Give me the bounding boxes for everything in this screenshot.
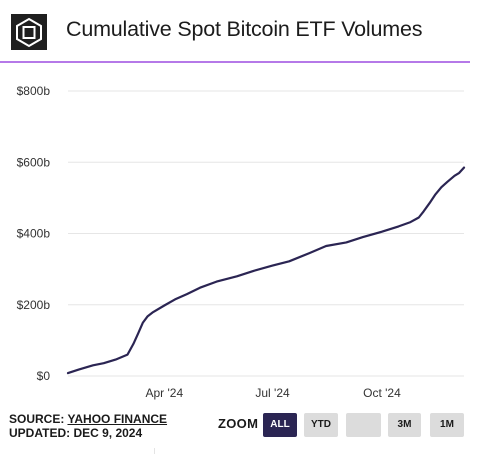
line-chart: $0 $200b $400b $600b $800b Apr '24 Jul '24 Oct… <box>17 84 466 400</box>
y-tick-label: $400b <box>17 227 51 241</box>
zoom-all-button[interactable]: ALL <box>263 413 297 437</box>
zoom-ytd-button[interactable]: YTD <box>304 413 338 437</box>
zoom-3m-button[interactable]: 3M <box>388 413 421 437</box>
y-tick-label: $600b <box>17 155 51 169</box>
title-accent-line <box>0 61 470 63</box>
zoom-label: ZOOM <box>218 416 259 431</box>
series-line <box>66 166 466 375</box>
the-block-cube-logo-icon <box>11 14 47 50</box>
grid-lines <box>68 90 464 377</box>
x-tick-label: Apr '24 <box>145 386 183 400</box>
y-tick-label: $200b <box>17 298 51 312</box>
y-tick-label: $800b <box>17 84 51 98</box>
zoom-blank-button[interactable] <box>346 413 381 437</box>
y-axis-tick-labels: $0 $200b $400b $600b $800b <box>17 84 51 383</box>
source-link[interactable]: YAHOO FINANCE <box>67 412 168 426</box>
x-axis-tick-labels: Apr '24 Jul '24 Oct '24 <box>145 386 401 400</box>
chart-title: Cumulative Spot Bitcoin ETF Volumes <box>66 17 423 41</box>
x-tick-label: Jul '24 <box>255 386 290 400</box>
chart-header: Cumulative Spot Bitcoin ETF Volumes <box>0 0 484 64</box>
zoom-1m-button[interactable]: 1M <box>430 413 464 437</box>
x-tick-label: Oct '24 <box>363 386 401 400</box>
source-label: SOURCE: <box>9 412 65 426</box>
chart-footer: SOURCE: YAHOO FINANCE UPDATED: DEC 9, 20… <box>0 406 484 454</box>
updated-date: UPDATED: DEC 9, 2024 <box>9 426 143 440</box>
source-block: SOURCE: YAHOO FINANCE UPDATED: DEC 9, 20… <box>9 412 167 440</box>
bottom-divider <box>154 448 155 454</box>
y-tick-label: $0 <box>37 369 51 383</box>
series-line-group <box>66 166 466 375</box>
